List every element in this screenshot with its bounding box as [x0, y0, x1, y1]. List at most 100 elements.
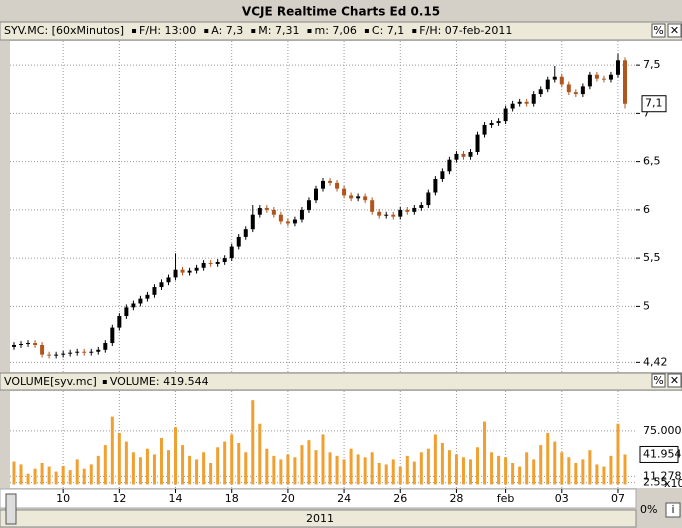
volume-bar [588, 450, 592, 485]
percent-button-label[interactable]: % [653, 374, 663, 387]
info-button[interactable] [665, 502, 681, 518]
volume-bar [602, 466, 606, 485]
candle-body [229, 246, 234, 259]
volume-bar [447, 450, 451, 485]
x-tick-label: 18 [225, 492, 239, 505]
volume-bar [518, 466, 522, 485]
bullet [132, 29, 137, 33]
volume-bar [497, 455, 501, 485]
y-tick-label: 6,5 [643, 155, 661, 168]
volume-bar [195, 459, 199, 485]
candle-body [328, 180, 333, 183]
candle-body [538, 89, 543, 95]
close-button-label[interactable]: ✕ [670, 374, 679, 387]
scrollbar[interactable] [0, 509, 637, 528]
y-tick-label: 6 [643, 203, 650, 216]
y-tick-label: 7 [643, 106, 650, 119]
candle-body [608, 74, 613, 80]
candle-body [517, 101, 522, 104]
volume-bar [426, 448, 430, 485]
volume-bar [188, 455, 192, 485]
close-button-label[interactable]: ✕ [670, 24, 679, 37]
candle-body [75, 351, 80, 353]
info-button-label[interactable]: i [671, 503, 674, 516]
candle-body [82, 351, 87, 353]
volume-bar [490, 452, 494, 485]
info-item: F/H: 13:00 [139, 24, 196, 37]
volume-bar [272, 455, 276, 485]
candle-body [615, 60, 620, 75]
x-tick-label: feb [497, 492, 515, 505]
volume-bar [567, 457, 571, 485]
info-item: SYV.MC: [60xMinutos] [4, 24, 124, 37]
candle-body [159, 282, 164, 288]
candle-body [264, 207, 269, 210]
last-price-label: 7,1 [645, 97, 663, 110]
volume-bar [532, 459, 536, 485]
candle-body [173, 269, 178, 278]
candle-body [96, 349, 101, 352]
volume-bar [356, 454, 360, 485]
price-plot [10, 41, 636, 372]
volume-bar [511, 463, 515, 485]
candle-body [580, 86, 585, 95]
volume-bar [581, 459, 585, 485]
volume-bar [47, 466, 51, 485]
candle-body [468, 151, 473, 157]
volume-bar [546, 433, 550, 485]
candle-body [292, 219, 297, 224]
zoom-label: 0% [640, 503, 657, 516]
percent-button[interactable] [651, 373, 666, 388]
x-tick-label: 28 [449, 492, 463, 505]
info-item: M: 7,31 [258, 24, 299, 37]
volume-bar [454, 454, 458, 485]
info-item: A: 7,3 [211, 24, 243, 37]
candle-body [285, 221, 290, 224]
close-button[interactable] [667, 373, 682, 388]
close-button[interactable] [667, 23, 682, 38]
candle-body [271, 209, 276, 215]
candle-body [363, 196, 368, 201]
volume-bar [138, 457, 142, 485]
candle-body [601, 78, 606, 80]
candle-body [243, 229, 248, 237]
y-tick-label: 4,42 [643, 355, 668, 368]
volume-bar [40, 463, 44, 485]
candle-body [180, 269, 185, 273]
scroll-thumb[interactable] [5, 493, 17, 525]
volume-bar [391, 459, 395, 485]
candle-body [461, 153, 466, 157]
candle-body [573, 92, 578, 95]
candle-body [349, 195, 354, 199]
bullet [412, 29, 417, 33]
candle-body [496, 121, 501, 124]
candle-body [201, 262, 206, 268]
percent-button[interactable] [651, 23, 666, 38]
candle-body [40, 344, 45, 355]
volume-bar [461, 457, 465, 485]
candle-body [215, 261, 220, 264]
y-tick-label: 11.278 [643, 469, 682, 482]
candle-body [19, 344, 24, 346]
candle-body [426, 192, 431, 206]
candle-body [545, 79, 550, 90]
last-volume-box [639, 445, 679, 463]
bullet [307, 29, 312, 33]
info-item: m: 7,06 [314, 24, 356, 37]
candle-body [47, 354, 52, 356]
volume-bar [279, 459, 283, 485]
candle-body [454, 153, 459, 160]
volume-bar [251, 400, 255, 485]
candle-body [412, 207, 417, 212]
candle-body [391, 214, 396, 217]
candle-body [12, 344, 16, 347]
volume-bar [468, 459, 472, 485]
volume-bar [110, 416, 114, 485]
volume-bar [405, 455, 409, 485]
volume-bar [476, 447, 480, 485]
percent-button-label[interactable]: % [653, 24, 663, 37]
volume-bar [145, 448, 149, 485]
candle-body [222, 258, 227, 262]
candle-body [510, 103, 515, 109]
volume-bar [321, 434, 325, 485]
